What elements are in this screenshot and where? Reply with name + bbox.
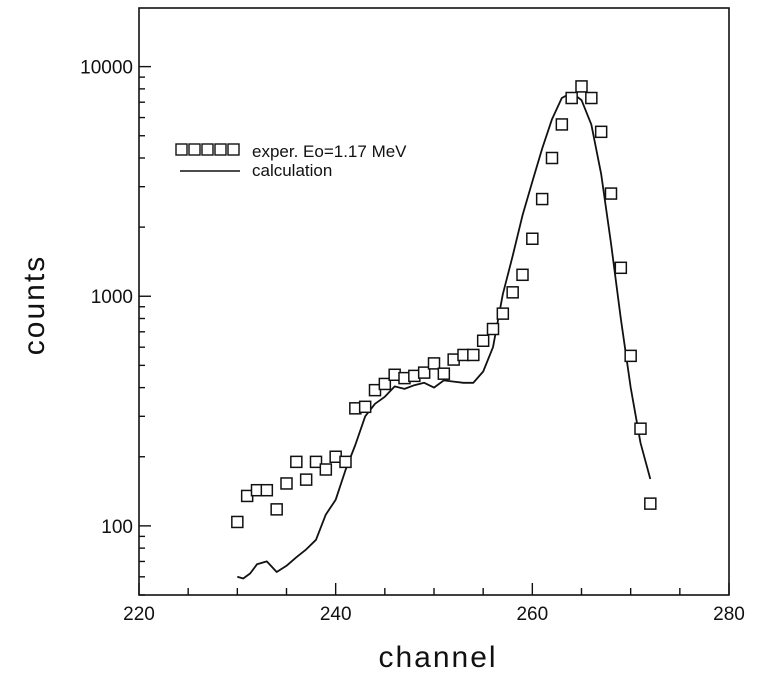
calculation-series (237, 91, 652, 580)
x-axis-title: channel (378, 641, 497, 673)
legend-marker-experiment (175, 143, 240, 156)
data-point (270, 503, 283, 516)
x-tick-label: 240 (320, 604, 352, 625)
data-point (634, 422, 647, 435)
legend-square (214, 143, 227, 156)
data-point (506, 286, 519, 299)
data-point (526, 232, 539, 245)
data-point (614, 261, 628, 275)
data-point (476, 334, 490, 348)
data-point (496, 307, 510, 320)
data-point (516, 268, 529, 282)
plot-frame (138, 7, 730, 596)
experiment-series (231, 80, 657, 529)
data-point (437, 367, 451, 380)
calculation-line (237, 91, 652, 580)
plot-border (138, 7, 730, 596)
data-point (565, 91, 578, 105)
x-tick-label: 260 (516, 604, 548, 625)
legend: exper. Eo=1.17 MeV calculation (175, 142, 407, 180)
data-point (290, 455, 303, 469)
data-point (309, 455, 323, 469)
legend-label-calculation: calculation (252, 161, 332, 180)
data-point (358, 400, 372, 414)
y-axis-ticks: 100 1000 10000 (80, 58, 151, 596)
x-axis-ticks: 220 240 260 280 (123, 583, 745, 625)
data-point (339, 455, 352, 469)
data-point (585, 91, 598, 105)
x-tick-label: 220 (123, 604, 155, 625)
data-point (555, 118, 569, 131)
data-point (260, 483, 274, 497)
legend-label-experiment: exper. Eo=1.17 MeV (252, 142, 407, 161)
x-tick-label: 280 (713, 604, 745, 625)
data-point (594, 125, 608, 139)
data-point (644, 497, 657, 510)
y-tick-label: 1000 (91, 287, 133, 308)
y-tick-label: 10000 (80, 58, 133, 79)
data-point (427, 357, 441, 370)
data-point (486, 322, 500, 336)
data-point (545, 151, 559, 165)
y-tick-label: 100 (101, 517, 133, 538)
data-point (467, 348, 480, 362)
data-point (231, 515, 244, 529)
data-point (299, 473, 313, 486)
y-axis-title: counts (18, 255, 51, 355)
data-point (280, 477, 293, 490)
data-point (319, 463, 333, 476)
data-point (417, 366, 431, 379)
legend-square (175, 143, 188, 156)
legend-square (201, 143, 214, 156)
data-point (604, 187, 618, 200)
data-point (624, 349, 637, 363)
data-point (535, 192, 549, 206)
legend-square (188, 143, 201, 156)
data-point (378, 377, 392, 391)
data-point (575, 80, 588, 93)
legend-square (227, 143, 240, 156)
